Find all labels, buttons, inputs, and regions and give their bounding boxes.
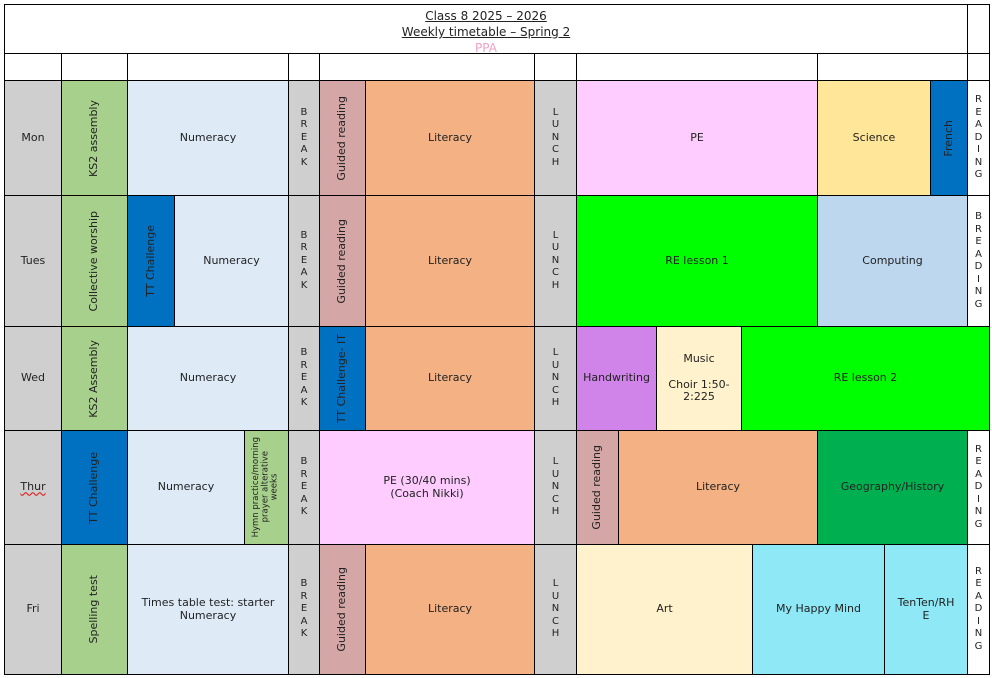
lesson-pe: PE (30/40 mins) (Coach Nikki) — [319, 430, 535, 545]
title-side-cell — [967, 4, 990, 54]
lesson-label: Collective worship — [87, 210, 101, 312]
break-label: B R E A K — [300, 578, 308, 640]
reading-cell: B R E A D I N G — [967, 195, 990, 327]
reading-label: R E A D I N G — [974, 443, 983, 530]
lesson-collective-worship: Collective worship — [61, 195, 128, 327]
lesson-literacy: Literacy — [365, 80, 535, 196]
lesson-art: Art — [576, 544, 753, 675]
lunch-label: L U N C H — [551, 106, 560, 168]
lesson-ks2-assembly: KS2 assembly — [61, 80, 128, 196]
lesson-guided-reading: Guided reading — [319, 80, 366, 196]
lunch-cell: L U N C H — [534, 544, 577, 675]
lunch-label: L U N C H — [551, 578, 560, 640]
day-label-wed: Wed — [4, 326, 62, 431]
reading-label: R E A D I N G — [974, 94, 983, 181]
lesson-label: Hymn practice/morning prayer alterative … — [251, 437, 281, 538]
lesson-my-happy-mind: My Happy Mind — [752, 544, 885, 675]
lesson-geography-history: Geography/History — [817, 430, 968, 545]
lesson-french: French — [930, 80, 968, 196]
lesson-science: Science — [817, 80, 931, 196]
lesson-guided-reading: Guided reading — [319, 544, 366, 675]
break-cell: B R E A K — [288, 544, 320, 675]
break-cell: B R E A K — [288, 430, 320, 545]
lesson-numeracy: Numeracy — [174, 195, 289, 327]
lesson-literacy: Literacy — [365, 544, 535, 675]
break-label: B R E A K — [300, 456, 308, 518]
lesson-ks2-assembly: KS2 Assembly — [61, 326, 128, 431]
header-cell — [534, 53, 577, 81]
lesson-label: KS2 Assembly — [87, 339, 101, 418]
lesson-label: TT Challenge — [87, 451, 101, 524]
lesson-computing: Computing — [817, 195, 968, 327]
header-cell — [967, 53, 990, 81]
header-cell — [817, 53, 968, 81]
day-label-tue: Tues — [4, 195, 62, 327]
lunch-cell: L U N C H — [534, 195, 577, 327]
ppa-note: PPA — [475, 41, 497, 55]
lesson-numeracy: Numeracy — [127, 326, 289, 431]
lunch-label: L U N C H — [551, 347, 560, 409]
reading-cell: R E A D I N G — [967, 80, 990, 196]
header-cell — [288, 53, 320, 81]
lesson-label: Guided reading — [335, 218, 349, 304]
lesson-numeracy: Numeracy — [127, 430, 245, 545]
lesson-label: TT Challenge- IT — [335, 333, 349, 424]
lesson-literacy: Literacy — [365, 326, 535, 431]
day-label-fri: Fri — [4, 544, 62, 675]
lesson-spelling-test: Spelling test — [61, 544, 128, 675]
lesson-guided-reading: Guided reading — [319, 195, 366, 327]
reading-cell: R E A D I N G — [967, 430, 990, 545]
lesson-label: TT Challenge — [143, 225, 157, 297]
timetable-title-block: Class 8 2025 – 2026 Weekly timetable – S… — [4, 4, 968, 55]
lesson-label: Guided reading — [335, 95, 349, 181]
lesson-pe: PE — [576, 80, 818, 196]
header-cell — [319, 53, 535, 81]
break-label: B R E A K — [300, 106, 308, 168]
lesson-numeracy: Numeracy — [127, 80, 289, 196]
reading-label: R E A D I N G — [974, 565, 983, 652]
lesson-tenten-rhe: TenTen/RH E — [884, 544, 968, 675]
day-label-thu: Thur — [4, 430, 62, 545]
reading-cell: R E A D I N G — [967, 544, 990, 675]
break-cell: B R E A K — [288, 326, 320, 431]
lesson-label: Guided reading — [590, 445, 604, 530]
break-cell: B R E A K — [288, 80, 320, 196]
break-cell: B R E A K — [288, 195, 320, 327]
lunch-label: L U N C H — [551, 229, 560, 291]
lesson-hymn-practice: Hymn practice/morning prayer alterative … — [244, 430, 289, 545]
page-title: Class 8 2025 – 2026 — [425, 9, 547, 23]
break-label: B R E A K — [300, 229, 308, 291]
lesson-literacy: Literacy — [365, 195, 535, 327]
lesson-literacy: Literacy — [618, 430, 818, 545]
lesson-label: KS2 assembly — [87, 99, 101, 177]
lunch-cell: L U N C H — [534, 326, 577, 431]
lesson-label: Spelling test — [87, 575, 101, 644]
lesson-tt-challenge: TT Challenge — [127, 195, 175, 327]
day-label-text: Thur — [20, 480, 46, 494]
lesson-re-2: RE lesson 2 — [741, 326, 990, 431]
lunch-cell: L U N C H — [534, 80, 577, 196]
lesson-re-1: RE lesson 1 — [576, 195, 818, 327]
header-cell — [4, 53, 62, 81]
lesson-guided-reading: Guided reading — [576, 430, 619, 545]
lunch-cell: L U N C H — [534, 430, 577, 545]
day-label-mon: Mon — [4, 80, 62, 196]
lesson-label: French — [941, 119, 955, 157]
lesson-times-table-test: Times table test: starter Numeracy — [127, 544, 289, 675]
lesson-tt-challenge: TT Challenge — [61, 430, 128, 545]
lesson-handwriting: Handwriting — [576, 326, 657, 431]
header-cell — [127, 53, 289, 81]
lesson-music: Music Choir 1:50- 2:225 — [656, 326, 742, 431]
reading-label: B R E A D I N G — [974, 211, 983, 310]
break-label: B R E A K — [300, 347, 308, 409]
lesson-tt-challenge-it: TT Challenge- IT — [319, 326, 366, 431]
page-subtitle: Weekly timetable – Spring 2 — [401, 25, 571, 39]
header-cell — [576, 53, 818, 81]
header-cell — [61, 53, 128, 81]
lunch-label: L U N C H — [551, 456, 560, 518]
lesson-label: Guided reading — [335, 567, 349, 652]
